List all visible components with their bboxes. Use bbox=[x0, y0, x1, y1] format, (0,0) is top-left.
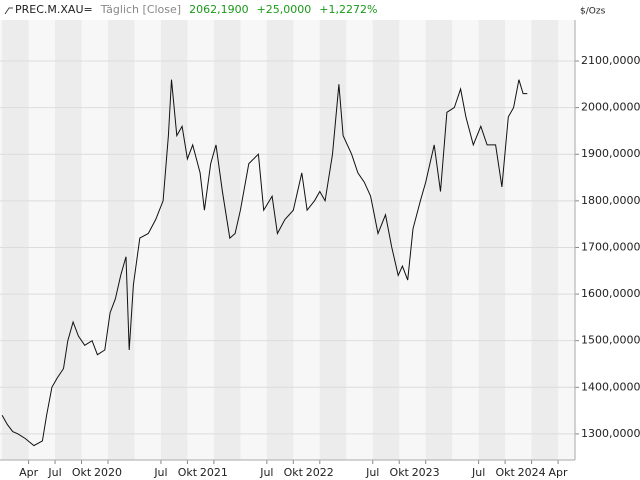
quarter-band bbox=[372, 20, 400, 460]
interval: Täglich [Close] bbox=[100, 3, 181, 16]
x-tick-label: 2020 bbox=[94, 466, 122, 479]
x-tick-label: 2022 bbox=[306, 466, 334, 479]
x-tick-label: 2023 bbox=[412, 466, 440, 479]
quarter-band bbox=[319, 20, 347, 460]
quarter-band bbox=[478, 20, 506, 460]
x-tick-label: Jul bbox=[259, 466, 273, 479]
y-tick-label: 1900,0000 bbox=[581, 147, 640, 160]
y-tick-label: 1400,0000 bbox=[581, 380, 640, 393]
quarter-band bbox=[213, 20, 241, 460]
x-tick-label: Apr bbox=[549, 466, 569, 479]
quarter-band bbox=[108, 20, 135, 460]
x-tick-label: Okt bbox=[495, 466, 515, 479]
x-tick-label: 2024 bbox=[518, 466, 546, 479]
quarter-band bbox=[2, 20, 29, 460]
quarter-band bbox=[55, 20, 82, 460]
y-tick-label: 1500,0000 bbox=[581, 334, 640, 347]
x-tick-label: Okt bbox=[178, 466, 198, 479]
x-tick-label: Jul bbox=[47, 466, 61, 479]
x-tick-label: 2021 bbox=[200, 466, 228, 479]
quarter-band bbox=[425, 20, 453, 460]
quarter-band bbox=[266, 20, 294, 460]
y-tick-label: 2000,0000 bbox=[581, 101, 640, 114]
y-tick-label: 2100,0000 bbox=[581, 54, 640, 67]
y-tick-label: 1600,0000 bbox=[581, 287, 640, 300]
plot: 1300,0000 1400,0000 1500,0000 1600,0000 1700… bbox=[0, 20, 640, 479]
change-pct: +1,2272% bbox=[319, 3, 377, 16]
last-value: 2062,1900 bbox=[189, 3, 249, 16]
line-icon bbox=[4, 7, 13, 15]
change: +25,0000 bbox=[257, 3, 312, 16]
x-tick-label: Jul bbox=[365, 466, 379, 479]
x-tick-label: Okt bbox=[390, 466, 410, 479]
x-tick-label: Jul bbox=[153, 466, 167, 479]
quarter-band bbox=[531, 20, 559, 460]
symbol: PREC.M.XAU= bbox=[15, 3, 93, 16]
background bbox=[0, 20, 575, 460]
y-tick-label: 1800,0000 bbox=[581, 194, 640, 207]
x-tick-label: Okt bbox=[284, 466, 304, 479]
price-line bbox=[1, 79, 528, 447]
y-tick-label: 1300,0000 bbox=[581, 427, 640, 440]
x-tick-label: Apr bbox=[19, 466, 39, 479]
quarter-band bbox=[160, 20, 188, 460]
unit: $/Ozs bbox=[580, 7, 606, 17]
x-tick-label: Okt bbox=[72, 466, 92, 479]
x-tick-label: Jul bbox=[471, 466, 485, 479]
y-tick-label: 1700,0000 bbox=[581, 240, 640, 253]
